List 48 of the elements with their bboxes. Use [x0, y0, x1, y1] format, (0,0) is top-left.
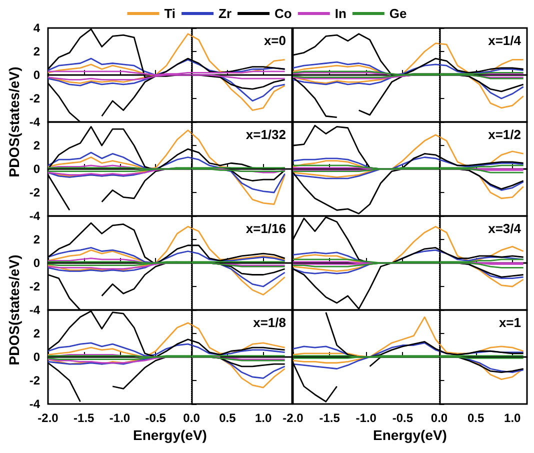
x-tick-label: 0.5: [219, 411, 236, 425]
x-tick-label: -1.0: [356, 411, 377, 425]
y-tick-label: 2: [33, 138, 40, 152]
annotation: x=1/4: [488, 33, 522, 48]
y-tick-label: -4: [29, 397, 40, 411]
y-tick-label: -2: [29, 92, 40, 106]
y-tick-label: -2: [29, 374, 40, 388]
x-tick-label: 0.0: [183, 411, 200, 425]
x-tick-label: 1.0: [254, 411, 272, 425]
y-tick-label: 0: [33, 162, 40, 176]
legend-label: Co: [274, 6, 292, 21]
y-tick-label: 0: [33, 256, 40, 270]
x-axis-title: Energy(eV): [373, 427, 447, 443]
x-tick-label: -2.0: [282, 411, 304, 425]
x-tick-label: -0.5: [145, 411, 166, 425]
y-tick-label: 2: [33, 232, 40, 246]
y-axis-title: PDOS(states/eV): [6, 254, 22, 366]
annotation: x=1: [498, 315, 522, 330]
y-tick-label: 0: [33, 68, 40, 82]
x-tick-label: 1.0: [504, 411, 522, 425]
y-tick-label: -4: [29, 115, 40, 129]
x-axis-title: Energy(eV): [133, 427, 207, 443]
y-tick-label: -2: [29, 186, 40, 200]
y-tick-label: -4: [29, 209, 40, 223]
legend-label: Zr: [218, 6, 232, 21]
legend-label: Ge: [389, 6, 407, 21]
x-tick-label: -0.5: [392, 411, 414, 425]
legend-label: In: [334, 6, 346, 21]
y-tick-label: 2: [33, 44, 40, 58]
y-tick-label: 2: [33, 326, 40, 340]
annotation: x=1/16: [246, 221, 286, 236]
x-tick-label: 0.0: [430, 411, 448, 425]
annotation: x=3/4: [488, 221, 522, 236]
y-tick-label: 4: [33, 21, 40, 35]
x-tick-label: -1.5: [74, 411, 95, 425]
x-tick-label: -2.0: [38, 411, 59, 425]
legend-label: Ti: [164, 6, 176, 21]
x-tick-label: -1.0: [109, 411, 130, 425]
x-tick-label: -1.5: [319, 411, 340, 425]
annotation: x=0: [264, 33, 286, 48]
y-tick-label: -4: [29, 303, 40, 317]
x-tick-label: 0.5: [467, 411, 484, 425]
y-tick-label: -2: [29, 280, 40, 294]
y-axis-title: PDOS(states/eV): [6, 66, 22, 178]
annotation: x=1/2: [488, 127, 522, 142]
y-tick-label: 0: [33, 350, 40, 364]
annotation: x=1/32: [246, 127, 286, 142]
annotation: x=1/8: [253, 315, 286, 330]
